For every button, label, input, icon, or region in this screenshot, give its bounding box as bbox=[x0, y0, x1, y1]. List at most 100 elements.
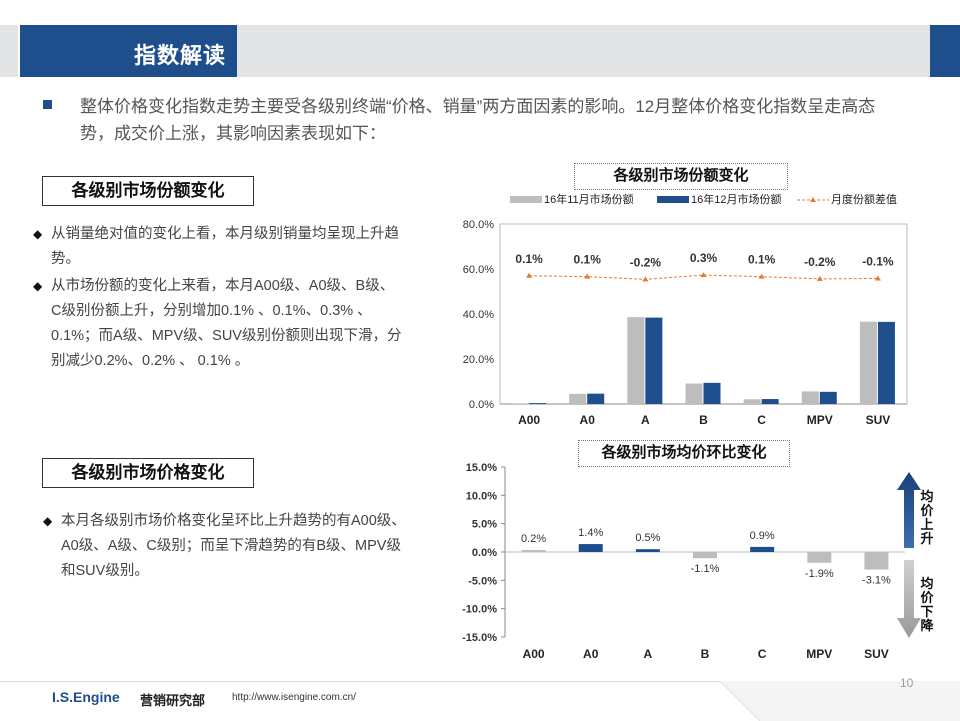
bar bbox=[578, 544, 603, 552]
diamond-bullet-icon: ◆ bbox=[43, 514, 53, 528]
line-data-label: -0.2% bbox=[630, 255, 662, 269]
intro-text: 整体价格变化指数走势主要受各级别终端“价格、销量”两方面因素的影响。12月整体价… bbox=[80, 97, 876, 143]
chart2-title: 各级别市场均价环比变化 bbox=[578, 440, 790, 467]
header-bar bbox=[237, 25, 930, 77]
bar bbox=[877, 321, 895, 404]
x-tick-label: MPV bbox=[807, 413, 833, 427]
arrow-down-icon bbox=[897, 560, 921, 638]
footer-url[interactable]: http://www.isengine.com.cn/ bbox=[232, 692, 356, 703]
y-tick-label: 10.0% bbox=[466, 490, 497, 502]
legend-swatch bbox=[657, 196, 689, 203]
arrow-up-icon bbox=[897, 472, 921, 548]
bar bbox=[750, 546, 775, 552]
bar-data-label: -3.1% bbox=[862, 575, 891, 587]
bar bbox=[703, 382, 721, 404]
y-tick-label: 0.0% bbox=[469, 399, 494, 411]
x-tick-label: A0 bbox=[583, 647, 599, 661]
line-data-label: -0.2% bbox=[804, 255, 836, 269]
line-point bbox=[584, 273, 591, 279]
y-tick-label: -15.0% bbox=[462, 632, 497, 644]
x-tick-label: A bbox=[641, 413, 650, 427]
line-data-label: 0.3% bbox=[690, 251, 718, 265]
bullet-item: ◆ 本月各级别市场价格变化呈环比上升趋势的有A00级、A0级、A级、C级别；而呈下… bbox=[43, 509, 409, 584]
bar-data-label: 1.4% bbox=[578, 527, 603, 539]
share-chart: 80.0% 60.0% 40.0% 20.0% 0.0% A00 A0 A B C MPV SUV 0.… bbox=[463, 192, 908, 427]
bullet-item: ◆ 从销量绝对值的变化上看，本月级别销量均呈现上升趋势。 bbox=[33, 222, 403, 272]
legend-swatch bbox=[510, 196, 542, 203]
footer-dept: 营销研究部 bbox=[140, 693, 206, 708]
line-point bbox=[758, 273, 765, 279]
bar bbox=[587, 393, 605, 404]
bar bbox=[819, 391, 837, 404]
arrow-up-label: 均价上升 bbox=[920, 489, 934, 546]
legend-label: 月度份额差值 bbox=[831, 192, 897, 206]
bar bbox=[761, 399, 779, 404]
line-point bbox=[816, 275, 823, 281]
x-tick-label: MPV bbox=[806, 647, 832, 661]
bar-data-label: -1.9% bbox=[805, 568, 834, 580]
y-tick-label: -10.0% bbox=[462, 604, 497, 616]
y-tick-label: 40.0% bbox=[463, 309, 494, 321]
header-accent-left bbox=[0, 25, 18, 77]
x-tick-label: B bbox=[699, 413, 708, 427]
diamond-bullet-icon: ◆ bbox=[33, 227, 43, 241]
bar bbox=[801, 391, 819, 404]
bar bbox=[521, 550, 546, 552]
bar bbox=[807, 552, 832, 563]
x-tick-label: SUV bbox=[866, 413, 891, 427]
y-tick-label: -5.0% bbox=[468, 575, 497, 587]
bar bbox=[859, 321, 877, 404]
diamond-bullet-icon: ◆ bbox=[33, 279, 43, 293]
bar bbox=[569, 393, 587, 404]
bar bbox=[864, 552, 889, 570]
bar bbox=[743, 399, 761, 404]
x-tick-label: C bbox=[757, 413, 766, 427]
line-point bbox=[700, 272, 707, 278]
y-tick-label: 0.0% bbox=[472, 547, 497, 559]
bar-data-label: -1.1% bbox=[691, 563, 720, 575]
square-bullet-icon bbox=[43, 100, 52, 109]
header-title-block: 指数解读 bbox=[20, 25, 237, 77]
x-tick-label: B bbox=[701, 647, 710, 661]
page-title: 指数解读 bbox=[134, 43, 227, 68]
line-data-label: 0.1% bbox=[515, 252, 543, 266]
x-tick-label: A bbox=[644, 647, 653, 661]
bar bbox=[511, 403, 529, 404]
y-tick-label: 60.0% bbox=[463, 264, 494, 276]
bullet-text: 从销量绝对值的变化上看，本月级别销量均呈现上升趋势。 bbox=[51, 226, 399, 267]
bullet-item: ◆ 从市场份额的变化上来看，本月A00级、A0级、B级、C级别份额上升，分别增加0… bbox=[33, 274, 403, 374]
y-tick-label: 15.0% bbox=[466, 462, 497, 474]
y-tick-label: 80.0% bbox=[463, 219, 494, 231]
x-tick-label: C bbox=[758, 647, 767, 661]
bullet-text: 从市场份额的变化上来看，本月A00级、A0级、B级、C级别份额上升，分别增加0.… bbox=[51, 278, 402, 369]
chart1-title: 各级别市场份额变化 bbox=[574, 163, 788, 190]
page-number: 10 bbox=[900, 676, 914, 690]
y-tick-label: 5.0% bbox=[472, 519, 497, 531]
y-tick-label: 20.0% bbox=[463, 354, 494, 366]
x-tick-label: A00 bbox=[523, 647, 545, 661]
bar bbox=[529, 403, 547, 404]
bar-data-label: 0.9% bbox=[750, 530, 775, 542]
line-data-label: 0.1% bbox=[748, 253, 776, 267]
bar bbox=[693, 552, 717, 559]
section-title-share: 各级别市场份额变化 bbox=[42, 176, 254, 206]
x-tick-label: SUV bbox=[864, 647, 889, 661]
x-tick-label: A00 bbox=[518, 413, 540, 427]
legend-marker bbox=[810, 197, 816, 202]
line-data-label: 0.1% bbox=[574, 253, 602, 267]
line-point bbox=[642, 276, 649, 282]
footer-brand: I.S.Engine bbox=[52, 689, 120, 705]
section-share-text: ◆ 从销量绝对值的变化上看，本月级别销量均呈现上升趋势。 ◆ 从市场份额的变化上来看… bbox=[33, 222, 403, 376]
section-price-text: ◆ 本月各级别市场价格变化呈环比上升趋势的有A00级、A0级、A级、C级别；而呈下… bbox=[43, 509, 409, 586]
bar bbox=[627, 317, 645, 404]
line-data-label: -0.1% bbox=[862, 254, 894, 268]
footer-decoration bbox=[720, 681, 960, 721]
arrow-down-label: 均价下降 bbox=[920, 576, 934, 633]
footer-divider bbox=[0, 681, 960, 682]
bullet-text: 本月各级别市场价格变化呈环比上升趋势的有A00级、A0级、A级、C级别；而呈下滑… bbox=[61, 513, 406, 579]
bar bbox=[685, 383, 703, 404]
line-point bbox=[874, 275, 881, 281]
bar-data-label: 0.5% bbox=[635, 532, 660, 544]
bar-data-label: 0.2% bbox=[521, 533, 546, 545]
